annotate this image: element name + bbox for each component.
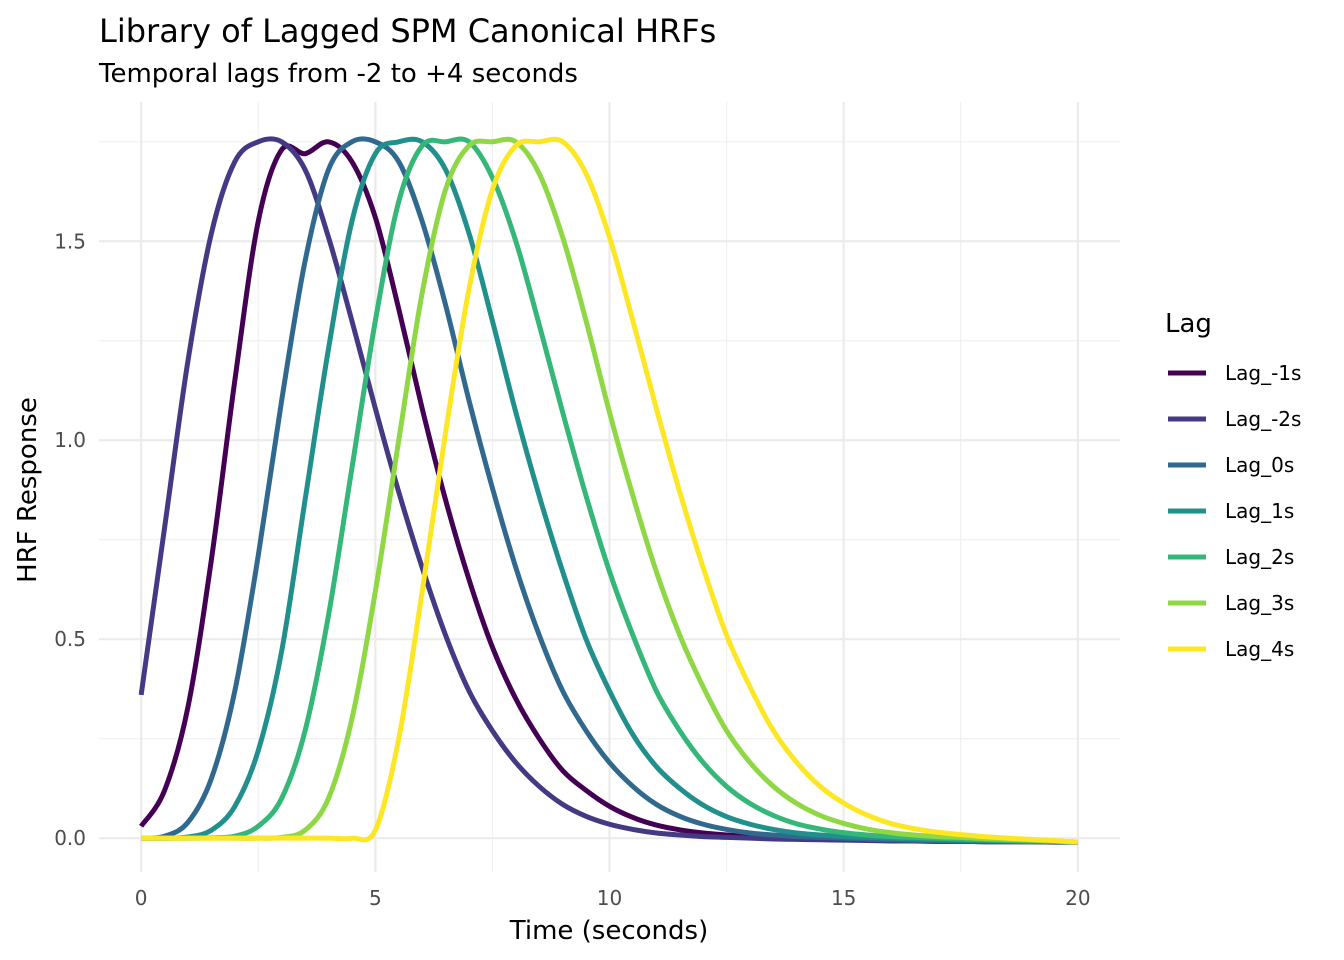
- legend-title: Lag: [1165, 309, 1212, 339]
- y-tick-label: 1.0: [54, 428, 86, 452]
- chart-title: Library of Lagged SPM Canonical HRFs: [99, 12, 716, 50]
- x-tick-label: 0: [135, 886, 148, 910]
- legend-label: Lag_-1s: [1225, 361, 1301, 385]
- y-axis-title: HRF Response: [13, 397, 43, 583]
- x-tick-label: 10: [597, 886, 622, 910]
- legend-label: Lag_3s: [1225, 591, 1294, 615]
- legend: Lag Lag_-1s Lag_-2s Lag_0s Lag_1s Lag_2s Lag_…: [1165, 309, 1301, 661]
- x-tick-label: 5: [369, 886, 382, 910]
- x-tick-label: 20: [1065, 886, 1090, 910]
- series-line-Lag_3s: [141, 136, 1078, 845]
- series-lines: [138, 136, 1079, 845]
- legend-label: Lag_2s: [1225, 545, 1294, 569]
- series-line-Lag_4s: [141, 136, 1079, 845]
- y-axis-tick-labels: 0.0 0.5 1.0 1.5: [54, 229, 86, 850]
- chart-subtitle: Temporal lags from -2 to +4 seconds: [98, 59, 578, 89]
- y-tick-label: 0.5: [54, 627, 86, 651]
- x-axis-title: Time (seconds): [509, 916, 708, 946]
- legend-label: Lag_-2s: [1225, 407, 1301, 431]
- y-tick-label: 0.0: [54, 826, 86, 850]
- legend-label: Lag_1s: [1225, 499, 1294, 523]
- legend-label: Lag_4s: [1225, 637, 1294, 661]
- x-axis-tick-labels: 0 5 10 15 20: [135, 886, 1091, 910]
- major-gridlines: [99, 102, 1120, 872]
- legend-label: Lag_0s: [1225, 453, 1294, 477]
- y-tick-label: 1.5: [54, 229, 86, 253]
- x-tick-label: 15: [831, 886, 856, 910]
